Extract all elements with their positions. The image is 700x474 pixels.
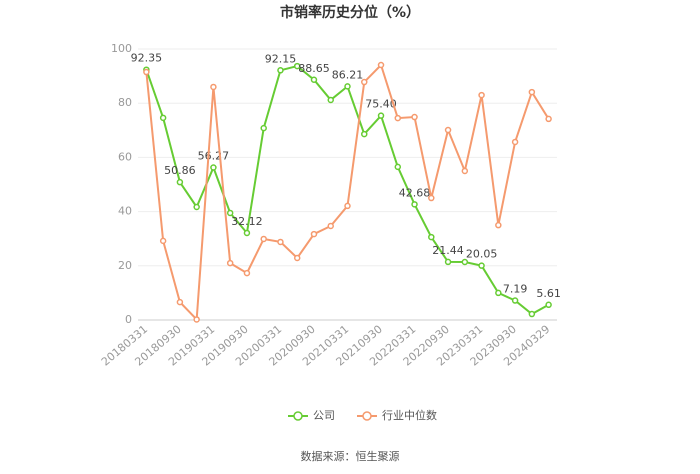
data-label: 21.44 bbox=[432, 244, 464, 257]
data-label: 32.12 bbox=[231, 215, 263, 228]
point bbox=[461, 167, 469, 175]
point bbox=[176, 178, 184, 186]
point bbox=[243, 229, 251, 237]
y-tick-label: 40 bbox=[118, 205, 132, 218]
point bbox=[193, 316, 200, 323]
point bbox=[528, 310, 536, 318]
point bbox=[277, 238, 284, 246]
point bbox=[411, 201, 418, 208]
point bbox=[444, 258, 452, 266]
point bbox=[377, 112, 385, 119]
data-label: 20.05 bbox=[466, 248, 498, 261]
point bbox=[344, 83, 351, 90]
y-tick-label: 0 bbox=[125, 313, 132, 326]
point bbox=[495, 221, 502, 229]
point bbox=[377, 61, 385, 69]
point bbox=[226, 209, 234, 217]
point bbox=[394, 163, 402, 171]
point bbox=[327, 96, 334, 104]
point bbox=[511, 138, 519, 146]
legend-label: 公司 bbox=[313, 409, 335, 422]
point bbox=[159, 114, 167, 122]
data-label: 56.27 bbox=[198, 150, 230, 163]
point bbox=[260, 235, 267, 243]
point bbox=[461, 258, 469, 266]
point bbox=[310, 230, 318, 238]
data-label: 50.86 bbox=[164, 164, 196, 177]
y-tick-label: 80 bbox=[118, 96, 132, 109]
y-tick-label: 20 bbox=[118, 259, 132, 272]
data-label: 5.61 bbox=[536, 287, 561, 300]
point bbox=[428, 194, 435, 202]
data-label: 92.15 bbox=[265, 52, 297, 65]
point bbox=[361, 78, 368, 86]
point bbox=[159, 237, 167, 245]
point bbox=[210, 164, 217, 171]
data-label: 7.19 bbox=[503, 283, 528, 296]
point bbox=[394, 114, 402, 122]
data-label: 86.21 bbox=[332, 68, 364, 81]
point bbox=[545, 115, 552, 123]
point bbox=[444, 126, 452, 134]
point bbox=[210, 83, 217, 91]
point bbox=[478, 91, 485, 99]
point bbox=[243, 269, 251, 277]
y-tick-label: 100 bbox=[111, 42, 132, 55]
legend-label: 行业中位数 bbox=[382, 408, 437, 422]
point bbox=[344, 202, 351, 210]
legend-marker bbox=[293, 411, 303, 421]
point bbox=[293, 254, 301, 262]
point bbox=[528, 88, 536, 96]
data-label: 75.40 bbox=[365, 98, 397, 111]
point bbox=[511, 297, 519, 304]
point bbox=[193, 203, 200, 211]
point bbox=[260, 124, 267, 132]
data-label: 88.65 bbox=[298, 62, 330, 75]
point bbox=[411, 113, 418, 121]
point bbox=[361, 130, 368, 138]
source: 数据来源：恒生聚源 bbox=[301, 449, 400, 463]
point bbox=[428, 233, 435, 241]
data-label: 42.68 bbox=[399, 186, 431, 199]
point bbox=[478, 262, 485, 269]
y-tick-label: 60 bbox=[118, 150, 132, 163]
point bbox=[327, 222, 334, 230]
point bbox=[310, 76, 318, 84]
point bbox=[277, 67, 284, 74]
point bbox=[545, 301, 552, 309]
point bbox=[226, 259, 234, 267]
point bbox=[176, 298, 184, 306]
point bbox=[495, 289, 502, 297]
chart-title: 市销率历史分位（%） bbox=[280, 4, 420, 21]
point bbox=[293, 62, 301, 70]
point bbox=[143, 68, 150, 76]
legend-marker bbox=[362, 411, 372, 421]
data-label: 92.35 bbox=[131, 52, 163, 65]
